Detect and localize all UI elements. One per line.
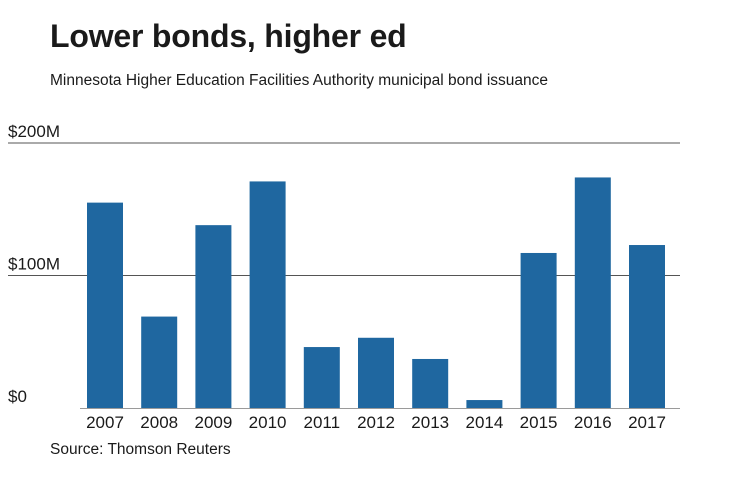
bar-2011: [303, 347, 340, 408]
bar-2013: [412, 358, 449, 408]
bar-2010: [249, 181, 286, 408]
x-axis-tick-labels: 2007 2008 2009 2010 2011 2012 2013 2014 2015 2016…: [86, 413, 666, 432]
source-note: Source: Thomson Reuters: [50, 441, 231, 458]
bar-2009: [195, 225, 232, 408]
x-tick-label-2014: 2014: [465, 413, 503, 432]
x-tick-label-2010: 2010: [249, 413, 287, 432]
chart-subtitle: Minnesota Higher Education Facilities Au…: [50, 72, 548, 89]
bar-2015: [520, 252, 557, 408]
x-tick-label-2017: 2017: [628, 413, 666, 432]
bar-2012: [358, 337, 394, 408]
y-tick-label: $0: [8, 387, 27, 406]
y-tick-label: $100M: [8, 255, 60, 274]
x-tick-label-2016: 2016: [574, 413, 612, 432]
x-tick-label-2012: 2012: [357, 413, 395, 432]
bar-2017: [629, 245, 665, 408]
x-tick-label-2011: 2011: [304, 413, 341, 432]
bars: [87, 177, 665, 408]
bar-2014: [466, 400, 503, 408]
y-axis-tick-labels: $0 $100M $200M: [8, 122, 60, 406]
bar-2008: [141, 316, 178, 408]
x-tick-label-2007: 2007: [86, 413, 124, 432]
x-tick-label-2013: 2013: [411, 413, 449, 432]
chart-title: Lower bonds, higher ed: [50, 18, 407, 54]
x-tick-label-2015: 2015: [520, 413, 558, 432]
x-tick-label-2008: 2008: [140, 413, 178, 432]
y-tick-label: $200M: [8, 122, 60, 141]
bar-2016: [574, 177, 611, 408]
x-tick-label-2009: 2009: [194, 413, 232, 432]
bar-2007: [87, 202, 123, 408]
